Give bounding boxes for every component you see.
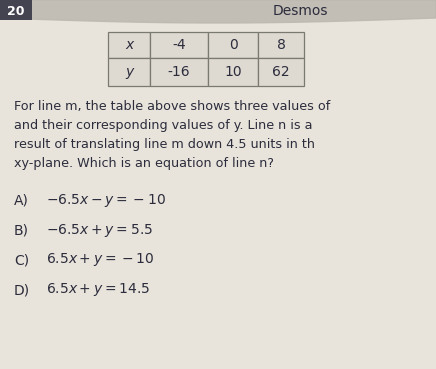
Bar xyxy=(258,58,304,86)
Bar xyxy=(208,32,258,58)
Text: xy-plane. Which is an equation of line n?: xy-plane. Which is an equation of line n… xyxy=(14,156,274,169)
Text: y: y xyxy=(125,65,133,79)
Text: C): C) xyxy=(14,253,29,267)
Text: 0: 0 xyxy=(228,38,237,52)
Bar xyxy=(208,58,258,86)
Text: 62: 62 xyxy=(272,65,290,79)
Text: B): B) xyxy=(14,223,29,237)
Text: -16: -16 xyxy=(168,65,190,79)
Bar xyxy=(108,58,150,86)
Text: 20: 20 xyxy=(7,4,25,17)
Bar xyxy=(108,32,150,58)
Text: 10: 10 xyxy=(224,65,242,79)
Polygon shape xyxy=(0,0,436,23)
Text: 8: 8 xyxy=(276,38,286,52)
Text: x: x xyxy=(125,38,133,52)
Text: and their corresponding values of y. Line n is a: and their corresponding values of y. Lin… xyxy=(14,118,313,131)
Text: -4: -4 xyxy=(172,38,186,52)
Text: $-6.5x-y=-10$: $-6.5x-y=-10$ xyxy=(46,192,166,208)
Text: For line m, the table above shows three values of: For line m, the table above shows three … xyxy=(14,100,330,113)
Text: A): A) xyxy=(14,193,29,207)
Bar xyxy=(0,0,32,20)
Bar xyxy=(150,32,208,58)
Bar xyxy=(150,58,208,86)
Bar xyxy=(258,32,304,58)
Text: $6.5x+y=-10$: $6.5x+y=-10$ xyxy=(46,252,154,269)
Text: result of translating line m down 4.5 units in th: result of translating line m down 4.5 un… xyxy=(14,138,315,151)
Text: $-6.5x+y=5.5$: $-6.5x+y=5.5$ xyxy=(46,221,153,238)
Text: D): D) xyxy=(14,283,30,297)
Text: Desmos: Desmos xyxy=(272,4,328,18)
Text: $6.5x+y=14.5$: $6.5x+y=14.5$ xyxy=(46,282,150,299)
